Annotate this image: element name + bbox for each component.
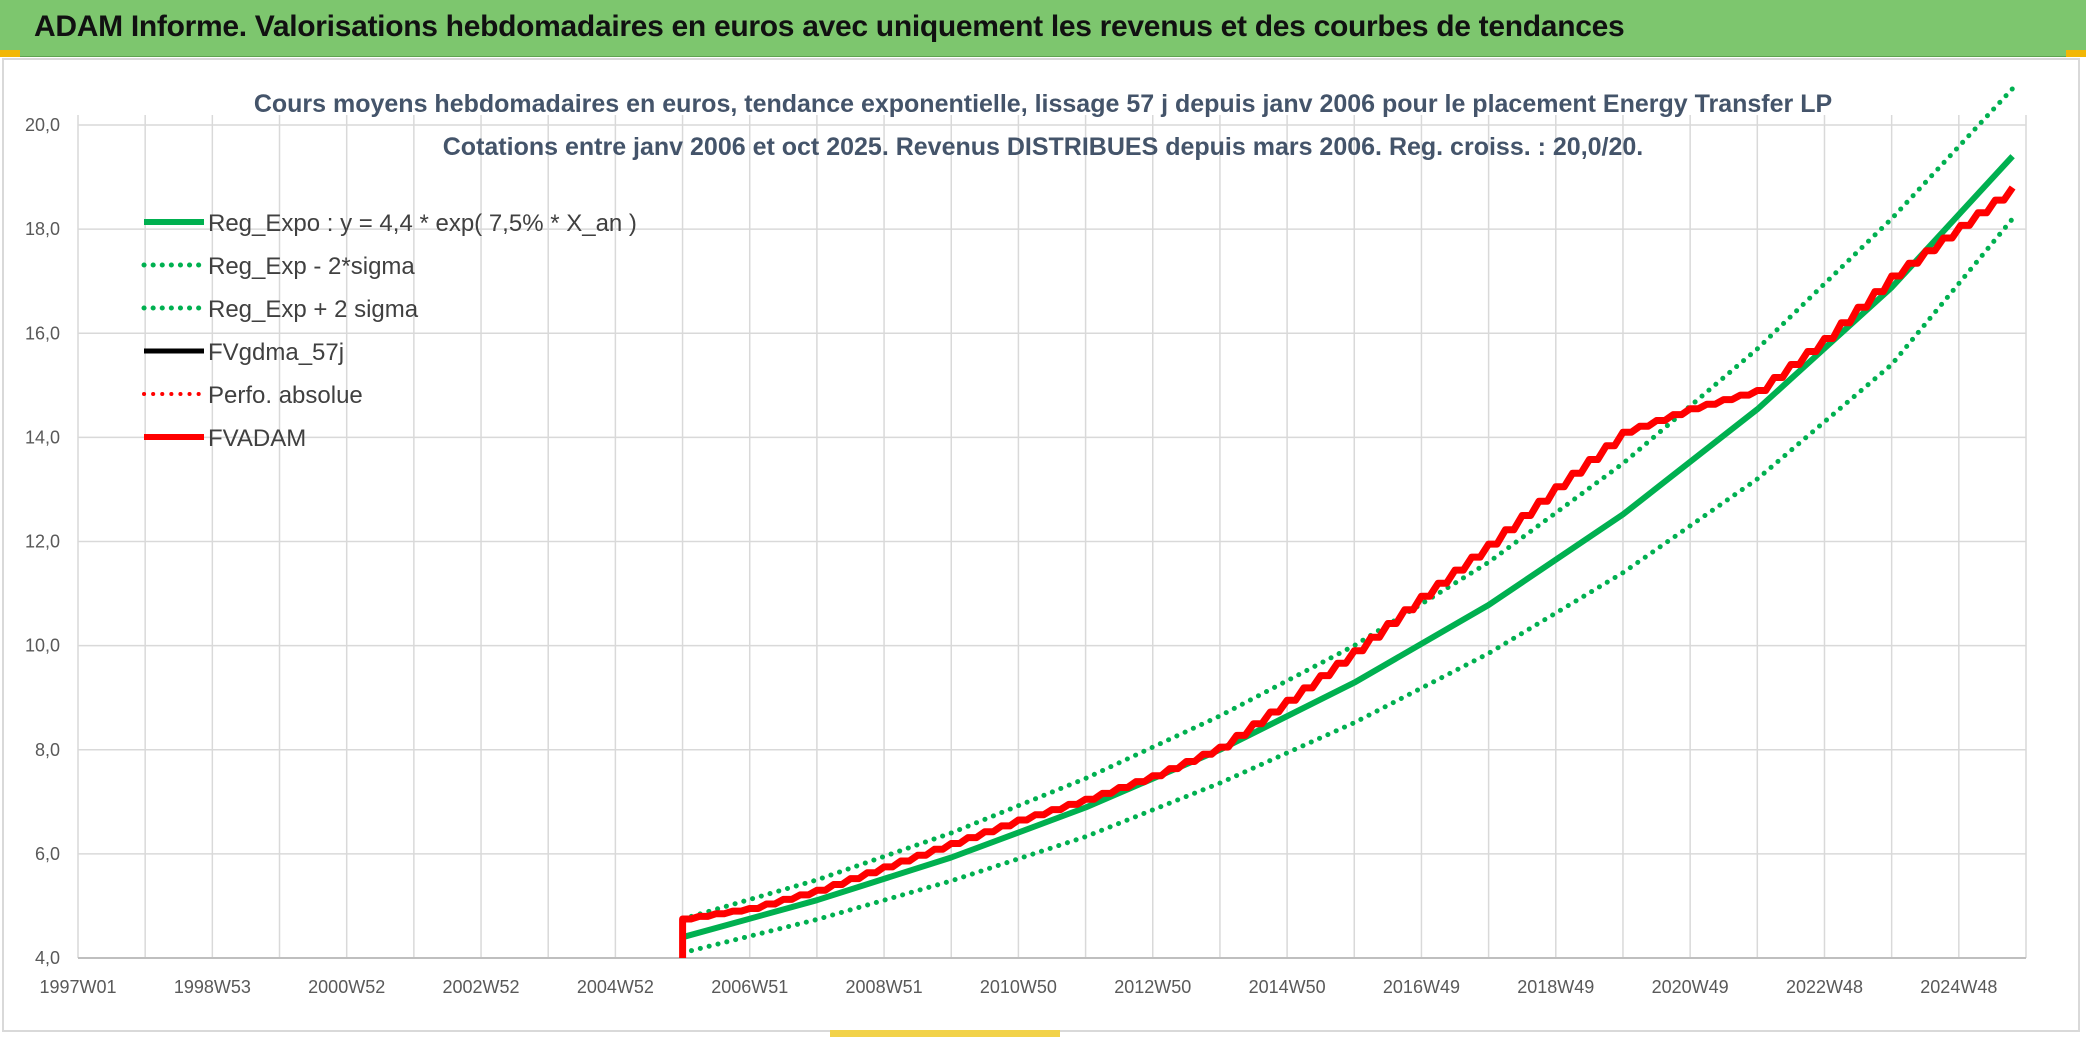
x-tick-label: 2020W49 — [1652, 977, 1729, 997]
series-line-2 — [680, 86, 2016, 922]
y-tick-label: 20,0 — [25, 115, 60, 135]
x-tick-label: 2024W48 — [1920, 977, 1997, 997]
legend-label: FVgdma_57j — [208, 339, 344, 366]
x-tick-label: 2018W49 — [1517, 977, 1594, 997]
chart-frame — [2, 58, 2080, 1032]
y-tick-label: 10,0 — [25, 636, 60, 656]
series-line-0 — [681, 154, 2015, 941]
legend-label: FVADAM — [208, 425, 306, 452]
legend-label: Perfo. absolue — [208, 382, 363, 409]
x-tick-label: 2022W48 — [1786, 977, 1863, 997]
chart-title-line-1: Cours moyens hebdomadaires en euros, ten… — [254, 90, 1832, 118]
legend: Reg_Expo : y = 4,4 * exp( 7,5% * X_an ) R… — [141, 210, 637, 452]
y-axis-ticks: 4,0 6,0 8,0 10,0 12,0 14,0 16,0 18,0 20,0 — [25, 115, 60, 968]
x-tick-label: 1998W53 — [174, 977, 251, 997]
x-tick-label: 2004W52 — [577, 977, 654, 997]
y-tick-label: 4,0 — [35, 948, 60, 968]
x-tick-label: 1997W01 — [39, 977, 116, 997]
y-tick-label: 12,0 — [25, 532, 60, 552]
y-tick-label: 14,0 — [25, 427, 60, 447]
page-header: ADAM Informe. Valorisations hebdomadaire… — [0, 0, 2086, 57]
footer-mark — [830, 1030, 1060, 1037]
x-tick-label: 2000W52 — [308, 977, 385, 997]
grid — [77, 115, 2027, 959]
legend-label: Reg_Exp - 2*sigma — [208, 253, 415, 280]
y-tick-label: 16,0 — [25, 323, 60, 343]
x-tick-label: 2016W49 — [1383, 977, 1460, 997]
x-tick-label: 2010W50 — [980, 977, 1057, 997]
x-tick-label: 2002W52 — [443, 977, 520, 997]
chart-title: Cours moyens hebdomadaires en euros, ten… — [254, 90, 1832, 161]
page-title: ADAM Informe. Valorisations hebdomadaire… — [34, 10, 1625, 43]
y-tick-label: 6,0 — [35, 844, 60, 864]
y-tick-label: 18,0 — [25, 219, 60, 239]
series-line-1 — [680, 216, 2016, 956]
x-tick-label: 2008W51 — [846, 977, 923, 997]
corner-mark-right — [2066, 50, 2086, 57]
x-tick-label: 2012W50 — [1114, 977, 1191, 997]
legend-label: Reg_Expo : y = 4,4 * exp( 7,5% * X_an ) — [208, 210, 637, 237]
x-tick-label: 2014W50 — [1249, 977, 1326, 997]
x-tick-label: 2006W51 — [711, 977, 788, 997]
y-tick-label: 8,0 — [35, 740, 60, 760]
series — [679, 86, 2016, 958]
x-axis-ticks: 1997W01 1998W53 2000W52 2002W52 2004W52 2006W… — [39, 977, 1997, 997]
chart-title-line-2: Cotations entre janv 2006 et oct 2025. R… — [443, 133, 1644, 161]
series-line-5 — [679, 185, 2016, 958]
legend-label: Reg_Exp + 2 sigma — [208, 296, 419, 323]
corner-mark-left — [0, 50, 20, 57]
